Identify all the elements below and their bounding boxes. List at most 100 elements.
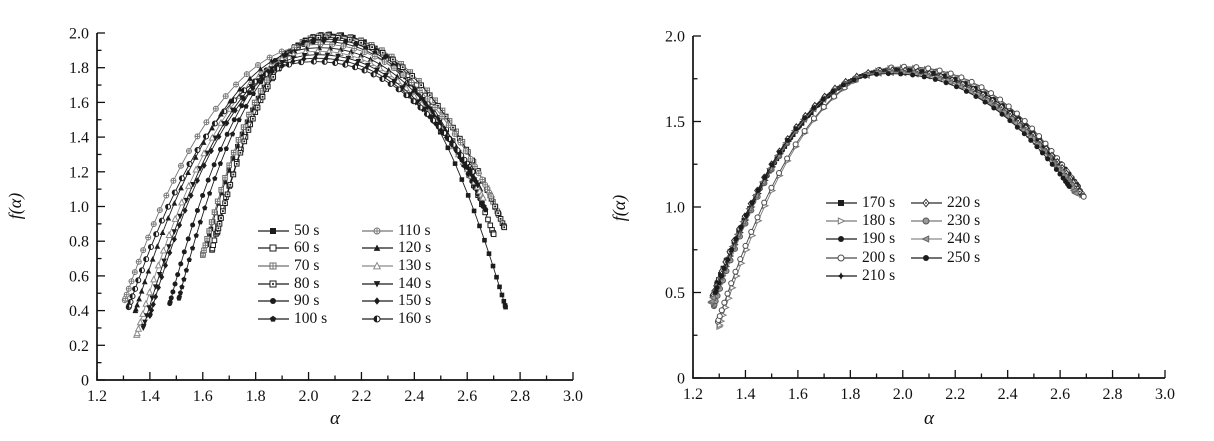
ticks (692, 35, 1166, 379)
right-chart-panel: 1.2 1.4 1.6 1.8 2.0 2.2 2.4 2.6 2.8 3.0 0 0.5 1.0 1.5… (607, 0, 1214, 441)
legend-marker-icon (362, 261, 393, 270)
legend-marker-icon (826, 236, 857, 243)
x-tick-label: 1.4 (735, 386, 755, 403)
legend-item: 50 s (257, 222, 361, 240)
legend-item-label: 240 s (947, 230, 981, 248)
y-tick-label: 1.2 (69, 164, 89, 181)
legend-marker-icon (258, 298, 289, 305)
legend-marker-icon (911, 254, 942, 261)
x-tick-label: 1.2 (683, 386, 703, 403)
series-160s (125, 58, 476, 311)
y-tick-label: 0 (81, 373, 89, 390)
right-y-axis-label: f(α) (609, 194, 629, 222)
right-x-axis-label: α (924, 408, 934, 429)
tick-labels: 1.2 1.4 1.6 1.8 2.0 2.2 2.4 2.6 2.8 3.0 0 0.2 0.4 0.6… (69, 26, 583, 406)
y-tick-label: 0.5 (665, 285, 685, 302)
legend-marker-icon (911, 198, 942, 208)
y-tick-label: 0.6 (69, 268, 89, 285)
legend-item: 110 s (361, 222, 465, 240)
legend-item-label: 130 s (398, 256, 432, 274)
legend-marker-icon (826, 272, 857, 280)
left-plot-svg: 1.2 1.4 1.6 1.8 2.0 2.2 2.4 2.6 2.8 3.0 0 0.2 0.4 0.6… (69, 26, 583, 406)
tick-labels: 1.2 1.4 1.6 1.8 2.0 2.2 2.4 2.6 2.8 3.0 0 0.5 1.0 1.5… (665, 29, 1175, 404)
legend-marker-icon (826, 217, 857, 226)
legend-marker-icon (258, 315, 289, 322)
y-tick-label: 1.6 (69, 95, 89, 112)
y-tick-label: 1.0 (665, 200, 685, 217)
legend-item-label: 140 s (398, 274, 432, 292)
legend-item-label: 50 s (294, 221, 320, 239)
y-tick-label: 0 (677, 371, 685, 388)
legend-marker-icon (258, 227, 289, 234)
legend-item: 240 s (910, 230, 995, 248)
legend-item: 70 s (257, 257, 361, 275)
y-tick-label: 1.0 (69, 199, 89, 216)
y-tick-label: 2.0 (665, 29, 685, 46)
y-tick-label: 0.4 (69, 303, 89, 320)
y-tick-label: 1.5 (665, 114, 685, 131)
legend-marker-icon (362, 280, 393, 288)
ticks (96, 32, 574, 381)
legend-item: 220 s (910, 194, 995, 212)
legend-column: 50 s 60 s 70 s 80 s 90 s 100 s (257, 222, 361, 328)
legend-item-label: 60 s (294, 239, 320, 257)
legend-item-label: 100 s (294, 309, 328, 327)
legend-item: 230 s (910, 212, 995, 230)
series-250s (712, 71, 1072, 295)
legend-item: 120 s (361, 239, 465, 258)
axes: 1.2 1.4 1.6 1.8 2.0 2.2 2.4 2.6 2.8 3.0 0 0.5 1.0 1.5… (665, 29, 1175, 404)
legend-item-label: 230 s (947, 212, 981, 230)
x-tick-label: 1.6 (193, 388, 213, 405)
legend-item-label: 200 s (862, 248, 896, 266)
legend-item-label: 250 s (947, 248, 981, 266)
legend-marker-icon (362, 315, 393, 323)
legend-item: 160 s (361, 310, 465, 328)
y-tick-label: 0.2 (69, 338, 89, 355)
legend-item-label: 180 s (862, 212, 896, 230)
x-tick-label: 3.0 (1155, 386, 1175, 403)
legend-item: 180 s (825, 212, 910, 230)
x-tick-label: 2.2 (945, 386, 965, 403)
legend-column: 220 s 230 s 240 s 250 s (910, 194, 995, 285)
legend-item: 80 s (257, 275, 361, 293)
x-tick-label: 3.0 (563, 388, 583, 405)
legend-marker-icon (826, 254, 857, 262)
legend-marker-icon (362, 227, 393, 235)
x-tick-label: 1.8 (246, 388, 266, 405)
right-plot-svg: 1.2 1.4 1.6 1.8 2.0 2.2 2.4 2.6 2.8 3.0 0 0.5 1.0 1.5… (665, 29, 1175, 404)
legend-column: 110 s 120 s 130 s 140 s 150 s 160 s (361, 222, 465, 328)
x-tick-label: 1.4 (140, 388, 160, 405)
legend-marker-icon (362, 297, 393, 305)
x-tick-label: 2.8 (1103, 386, 1123, 403)
series-110s (121, 41, 495, 304)
y-tick-label: 1.8 (69, 60, 89, 77)
legend-marker-icon (258, 280, 289, 288)
legend-item-label: 150 s (398, 292, 432, 310)
series-200s (714, 63, 1087, 325)
left-legend: 50 s 60 s 70 s 80 s 90 s 100 s 110 s 120 s 130 s… (257, 222, 465, 328)
legend-marker-icon (258, 244, 289, 252)
right-legend: 170 s 180 s 190 s 200 s 210 s 220 s 230 s 240 s… (825, 194, 995, 285)
y-tick-label: 0.8 (69, 234, 89, 251)
left-y-axis-label: f(α) (5, 192, 25, 220)
x-tick-label: 1.2 (87, 388, 107, 405)
y-tick-label: 2.0 (69, 26, 89, 43)
x-tick-label: 2.6 (1050, 386, 1070, 403)
legend-item: 200 s (825, 249, 910, 267)
legend-item-label: 90 s (294, 292, 320, 310)
x-tick-label: 2.4 (404, 388, 424, 405)
x-tick-label: 2.0 (893, 386, 913, 403)
legend-item: 100 s (257, 310, 361, 328)
legend-marker-icon (911, 235, 942, 244)
legend-item-label: 80 s (294, 274, 320, 292)
left-x-axis-label: α (330, 408, 340, 429)
legend-item-label: 120 s (398, 239, 432, 257)
x-tick-label: 2.2 (351, 388, 371, 405)
legend-item: 210 s (825, 267, 910, 285)
legend-item: 170 s (825, 194, 910, 212)
x-tick-label: 2.4 (998, 386, 1018, 403)
legend-marker-icon (258, 262, 289, 270)
x-tick-label: 2.0 (299, 388, 319, 405)
legend-item: 190 s (825, 230, 910, 248)
